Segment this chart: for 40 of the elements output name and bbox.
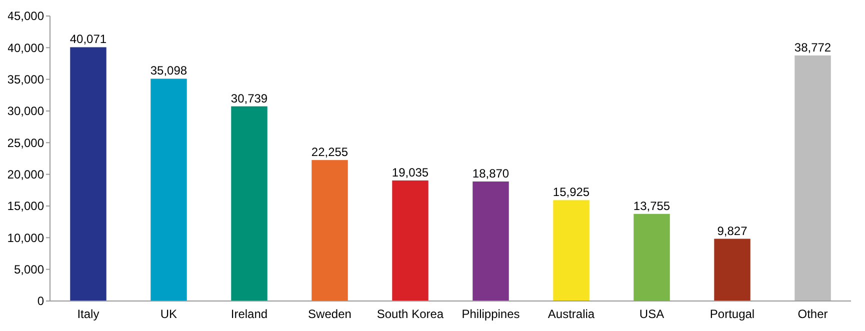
x-tick-label: South Korea <box>376 307 444 321</box>
y-tick-label: 15,000 <box>7 199 44 214</box>
data-label: 40,071 <box>70 32 107 46</box>
y-tick-label: 30,000 <box>7 104 44 118</box>
data-label: 22,255 <box>311 145 348 160</box>
x-tick-label: Portugal <box>710 307 755 321</box>
y-tick-label: 20,000 <box>7 168 44 182</box>
x-tick-label: Other <box>798 307 828 321</box>
data-label: 9,827 <box>717 224 748 238</box>
data-label: 19,035 <box>392 165 429 180</box>
bar <box>150 78 187 301</box>
bar <box>392 180 428 301</box>
y-tick-label: 35,000 <box>7 72 44 87</box>
x-tick-label: UK <box>160 307 178 321</box>
x-tick-label: Australia <box>548 307 595 321</box>
bar <box>472 181 509 301</box>
x-tick-label: Ireland <box>230 307 268 321</box>
y-tick-label: 5,000 <box>14 262 44 277</box>
bar <box>634 214 670 301</box>
y-tick-label: 25,000 <box>7 136 44 150</box>
x-tick-label: Italy <box>77 307 100 321</box>
data-label: 18,870 <box>472 166 510 180</box>
x-tick-label: USA <box>639 307 664 321</box>
data-label: 38,772 <box>794 40 832 54</box>
y-tick-label: 0 <box>37 294 44 308</box>
y-tick-label: 40,000 <box>7 40 44 55</box>
bar <box>312 160 348 301</box>
data-label: 35,098 <box>150 64 188 78</box>
x-tick-label: Philippines <box>462 307 520 321</box>
y-tick-label: 10,000 <box>7 230 44 245</box>
bar <box>714 238 750 301</box>
bar <box>794 55 831 301</box>
y-tick-label: 45,000 <box>7 9 44 24</box>
x-tick-label: Sweden <box>308 307 352 321</box>
data-label: 15,925 <box>552 185 590 200</box>
bar <box>70 47 106 301</box>
bar <box>553 200 590 301</box>
data-label: 13,755 <box>633 198 670 213</box>
bar <box>231 106 268 301</box>
data-label: 30,739 <box>230 91 268 106</box>
